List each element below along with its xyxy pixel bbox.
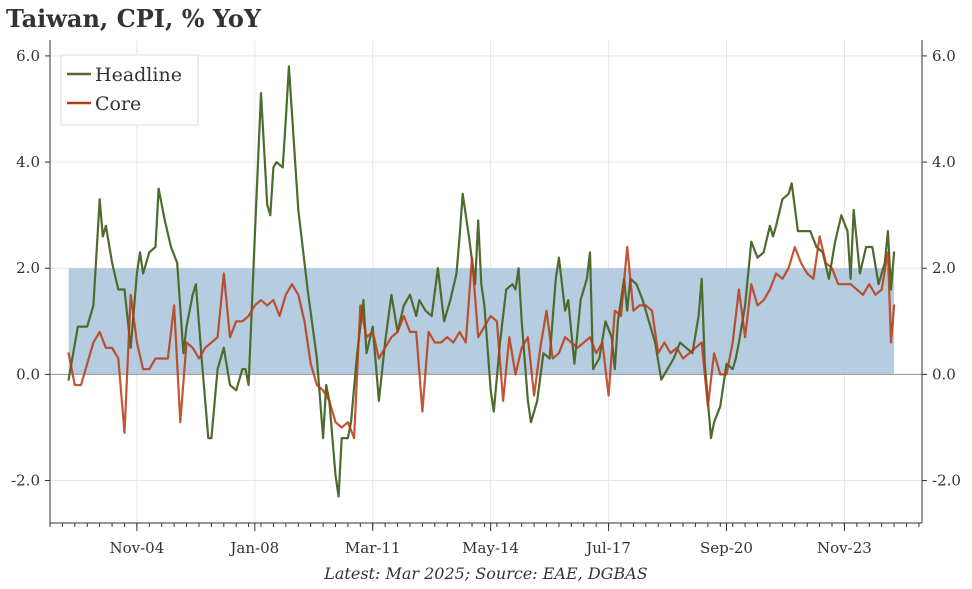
x-tick-label: Nov-04 <box>109 539 164 557</box>
x-tick-label: Jul-17 <box>584 539 631 557</box>
y-tick-label-right: 0.0 <box>932 365 956 383</box>
chart-title: Taiwan, CPI, % YoY <box>6 4 262 33</box>
legend-label-core: Core <box>95 93 141 115</box>
x-tick-label: Nov-23 <box>817 539 872 557</box>
y-tick-label-right: 4.0 <box>932 153 956 171</box>
y-tick-label-left: -2.0 <box>11 472 40 490</box>
legend: Headline Core <box>60 54 199 126</box>
y-tick-label-right: 2.0 <box>932 259 956 277</box>
source-footnote: Latest: Mar 2025; Source: EAE, DGBAS <box>324 564 648 583</box>
y-tick-label-left: 6.0 <box>16 47 40 65</box>
x-tick-label: Sep-20 <box>700 539 753 557</box>
series-line-core <box>67 235 896 440</box>
legend-label-headline: Headline <box>95 64 182 86</box>
x-tick-label: Jan-08 <box>228 539 279 557</box>
axis-layer: -2.0 -2.0 0.0 0.0 2.0 2.0 4.0 4.0 6.0 6.0 Nov-04 Ja… <box>11 40 961 557</box>
x-tick-label: Mar-11 <box>345 539 401 557</box>
y-tick-label-left: 2.0 <box>16 259 40 277</box>
series-layer <box>67 65 896 498</box>
y-tick-label-left: 0.0 <box>16 365 40 383</box>
legend-box <box>60 54 199 126</box>
y-tick-label-right: -2.0 <box>932 472 961 490</box>
y-tick-label-left: 4.0 <box>16 153 40 171</box>
series-line-headline <box>67 65 896 498</box>
x-tick-label: May-14 <box>462 539 519 557</box>
y-tick-label-right: 6.0 <box>932 47 956 65</box>
